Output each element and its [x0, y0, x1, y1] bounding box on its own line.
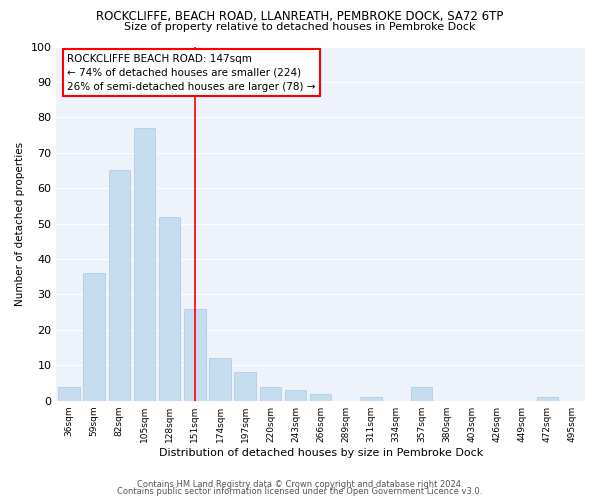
Bar: [209, 358, 231, 401]
Bar: [536, 397, 558, 400]
Bar: [58, 386, 80, 400]
X-axis label: Distribution of detached houses by size in Pembroke Dock: Distribution of detached houses by size …: [158, 448, 483, 458]
Text: Contains public sector information licensed under the Open Government Licence v3: Contains public sector information licen…: [118, 487, 482, 496]
Bar: [109, 170, 130, 400]
Bar: [83, 273, 105, 400]
Bar: [361, 397, 382, 400]
Bar: [134, 128, 155, 400]
Text: ROCKCLIFFE BEACH ROAD: 147sqm
← 74% of detached houses are smaller (224)
26% of : ROCKCLIFFE BEACH ROAD: 147sqm ← 74% of d…: [67, 54, 316, 92]
Text: Contains HM Land Registry data © Crown copyright and database right 2024.: Contains HM Land Registry data © Crown c…: [137, 480, 463, 489]
Y-axis label: Number of detached properties: Number of detached properties: [15, 142, 25, 306]
Bar: [285, 390, 306, 400]
Bar: [159, 216, 181, 400]
Bar: [235, 372, 256, 400]
Text: ROCKCLIFFE, BEACH ROAD, LLANREATH, PEMBROKE DOCK, SA72 6TP: ROCKCLIFFE, BEACH ROAD, LLANREATH, PEMBR…: [97, 10, 503, 23]
Bar: [310, 394, 331, 400]
Bar: [260, 386, 281, 400]
Bar: [410, 386, 432, 400]
Text: Size of property relative to detached houses in Pembroke Dock: Size of property relative to detached ho…: [124, 22, 476, 32]
Bar: [184, 308, 206, 400]
